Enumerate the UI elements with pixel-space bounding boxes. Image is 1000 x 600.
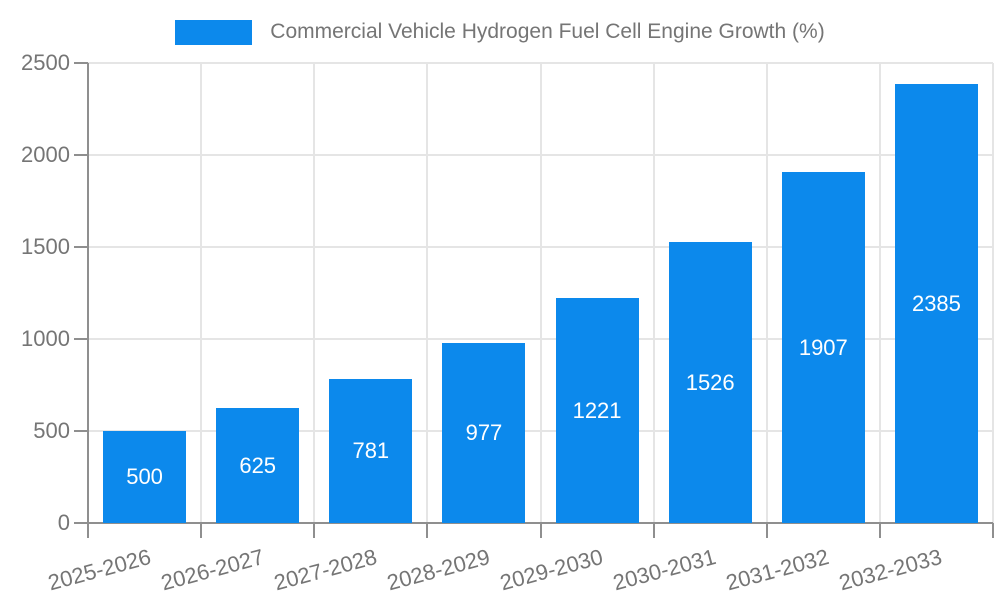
- x-gridline: [313, 63, 316, 523]
- y-tick-label: 1000: [21, 326, 70, 351]
- y-tick-label: 500: [33, 418, 70, 443]
- bar-value-label: 1907: [798, 334, 848, 360]
- x-gridline: [765, 63, 768, 523]
- bar[interactable]: [668, 242, 752, 523]
- x-gridline: [200, 63, 203, 523]
- y-tick-label: 0: [57, 510, 70, 535]
- y-tick-label: 2500: [21, 50, 70, 75]
- x-gridline: [426, 63, 429, 523]
- x-axis-tick: [313, 523, 316, 538]
- y-axis-tick: [74, 62, 88, 64]
- bar[interactable]: [894, 84, 978, 523]
- y-axis-tick: [74, 246, 88, 248]
- bar[interactable]: [555, 298, 639, 523]
- bar-value-label: 500: [126, 464, 163, 489]
- bar-value-label: 781: [352, 438, 390, 464]
- bar-value-label: 1526: [685, 369, 735, 395]
- bar[interactable]: [103, 431, 187, 523]
- x-axis-line: [74, 522, 993, 524]
- x-gridline: [652, 63, 655, 523]
- bar[interactable]: [781, 172, 865, 523]
- x-axis-tick: [200, 523, 203, 538]
- legend-swatch: [175, 19, 253, 45]
- y-axis-tick: [74, 154, 88, 156]
- legend-label: Commercial Vehicle Hydrogen Fuel Cell En…: [270, 20, 825, 43]
- bar[interactable]: [442, 343, 526, 523]
- y-tick-label: 1500: [21, 234, 70, 259]
- legend[interactable]: Commercial Vehicle Hydrogen Fuel Cell En…: [0, 19, 1000, 45]
- x-gridline: [878, 63, 881, 523]
- bar[interactable]: [216, 408, 300, 523]
- x-axis-tick: [539, 523, 542, 538]
- bar-value-label: 625: [239, 452, 277, 478]
- y-axis-line: [87, 63, 89, 538]
- x-axis-tick: [878, 523, 881, 538]
- y-axis-tick: [74, 338, 88, 340]
- x-axis-tick: [652, 523, 655, 538]
- y-tick-label: 2000: [21, 142, 70, 167]
- x-gridline: [539, 63, 542, 523]
- y-axis-tick: [74, 430, 88, 432]
- bar-value-label: 1221: [572, 397, 622, 423]
- bar[interactable]: [329, 379, 413, 523]
- x-gridline: [992, 63, 994, 523]
- x-axis-tick: [992, 523, 994, 538]
- bar-value-label: 2385: [911, 290, 961, 316]
- bar-value-label: 977: [465, 420, 503, 446]
- x-axis-tick: [765, 523, 768, 538]
- x-axis-tick: [426, 523, 429, 538]
